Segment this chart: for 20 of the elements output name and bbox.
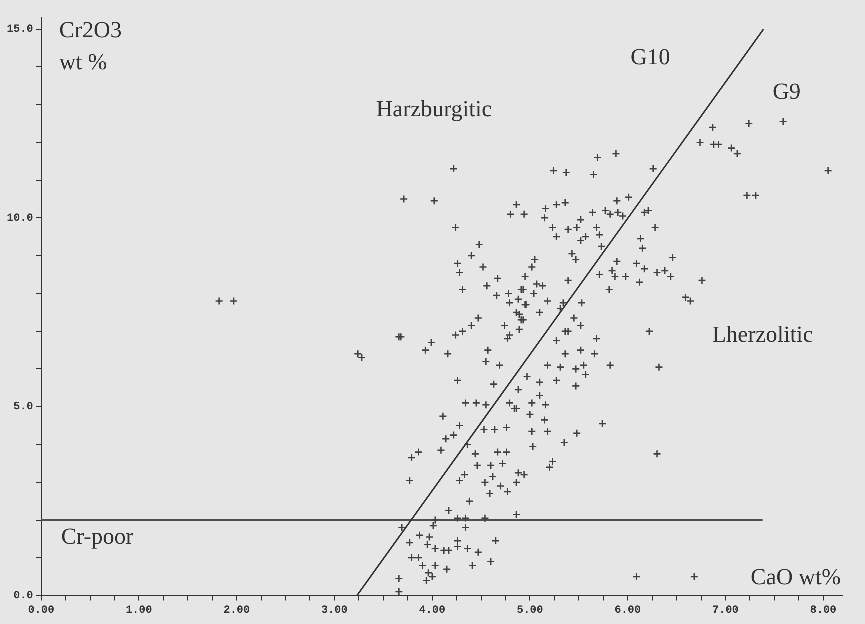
x-tick-label: 7.00 — [712, 605, 739, 618]
y-tick-label: 5.0 — [14, 402, 34, 414]
x-tick-label: 2.00 — [224, 605, 250, 618]
x-tick-label: 6.00 — [614, 605, 642, 618]
x-tick-label: 3.00 — [321, 605, 348, 618]
x-axis-title: CaO wt% — [750, 564, 841, 590]
x-tick-label: 0.00 — [28, 605, 55, 618]
x-tick-label: 8.00 — [810, 605, 837, 618]
annotation: G9 — [772, 79, 801, 104]
y-tick-label: 0.0 — [14, 590, 34, 603]
annotation: Cr-poor — [61, 524, 134, 550]
annotation: Harzburgitic — [376, 96, 492, 122]
y-tick-label: 10.0 — [7, 212, 34, 225]
x-tick-label: 5.00 — [516, 605, 544, 618]
x-tick-label: 1.00 — [126, 605, 152, 618]
y-axis-title: Cr2O3 wt % — [59, 18, 122, 75]
x-tick-label: 4.00 — [419, 605, 446, 618]
annotation: Lherzolitic — [712, 322, 814, 347]
y-tick-label: 15.0 — [7, 24, 34, 36]
annotation: G10 — [630, 44, 670, 70]
